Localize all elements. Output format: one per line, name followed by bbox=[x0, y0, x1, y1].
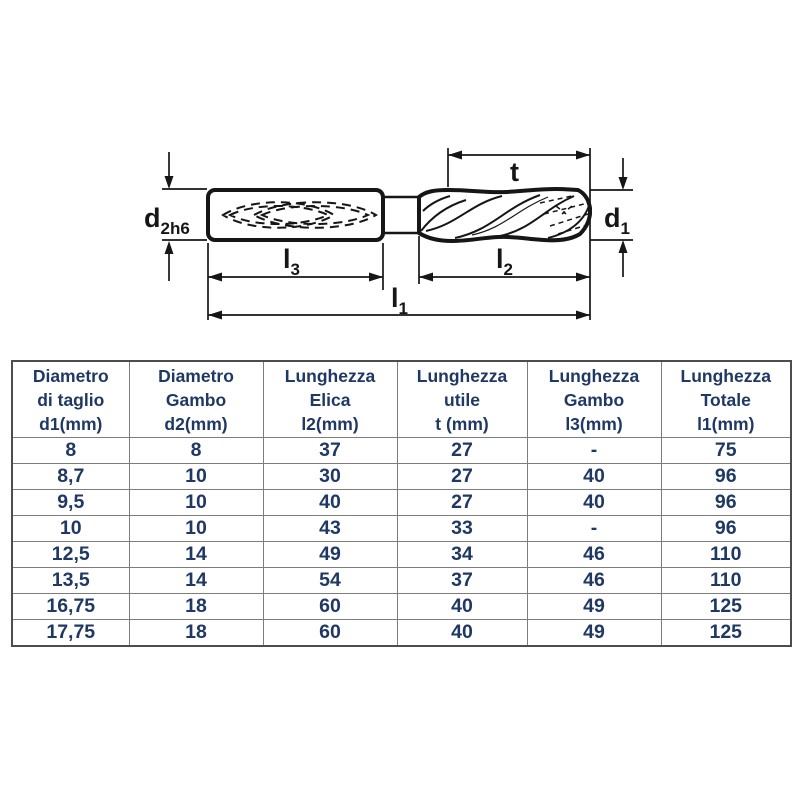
table-cell: 96 bbox=[660, 515, 792, 542]
table-row: 17,75 18 60 40 49 125 bbox=[11, 619, 792, 647]
table-cell: 33 bbox=[396, 515, 528, 542]
dim-label-t: t bbox=[510, 157, 519, 187]
dimension-lines bbox=[162, 148, 633, 320]
tip-facet-dashes bbox=[539, 195, 591, 235]
table-cell: 75 bbox=[660, 437, 792, 464]
table-cell: 49 bbox=[526, 593, 662, 620]
table-cell: 34 bbox=[396, 541, 528, 568]
table-cell: 8 bbox=[11, 437, 130, 464]
table-cell: 10 bbox=[128, 515, 264, 542]
dim-label-l3: l3 bbox=[283, 244, 300, 279]
dim-label-d1: d1 bbox=[604, 203, 630, 238]
table-cell: 40 bbox=[526, 463, 662, 490]
table-cell: 18 bbox=[128, 593, 264, 620]
dim-label-d2h6: d2h6 bbox=[144, 203, 190, 238]
table-cell: 49 bbox=[262, 541, 398, 568]
header-cell-d2: Diametro Gambo d2(mm) bbox=[128, 360, 264, 438]
dimension-table: Diametro di taglio d1(mm) Diametro Gambo d2(… bbox=[11, 360, 792, 647]
drill-flutes bbox=[417, 187, 592, 243]
table-row: 9,5 10 40 27 40 96 bbox=[11, 489, 792, 516]
table-cell: - bbox=[526, 437, 662, 464]
table-cell: 10 bbox=[128, 489, 264, 516]
table-cell: 110 bbox=[660, 541, 792, 568]
table-cell: 18 bbox=[128, 619, 264, 647]
table-cell: 8,7 bbox=[11, 463, 130, 490]
table-cell: 40 bbox=[526, 489, 662, 516]
table-row: 8,7 10 30 27 40 96 bbox=[11, 463, 792, 490]
table-cell: 8 bbox=[128, 437, 264, 464]
table-cell: 96 bbox=[660, 489, 792, 516]
table-row: 13,5 14 54 37 46 110 bbox=[11, 567, 792, 594]
table-cell: 27 bbox=[396, 489, 528, 516]
table-cell: 125 bbox=[660, 593, 792, 620]
table-cell: 46 bbox=[526, 541, 662, 568]
table-cell: 12,5 bbox=[11, 541, 130, 568]
drill-shank bbox=[206, 188, 385, 242]
header-cell-l3: Lunghezza Gambo l3(mm) bbox=[526, 360, 662, 438]
table-cell: 96 bbox=[660, 463, 792, 490]
header-cell-l1: Lunghezza Totale l1(mm) bbox=[660, 360, 792, 438]
table-cell: 37 bbox=[396, 567, 528, 594]
table-row: 12,5 14 49 34 46 110 bbox=[11, 541, 792, 568]
header-row: Diametro di taglio d1(mm) Diametro Gambo d2(… bbox=[11, 360, 792, 438]
table-cell: 43 bbox=[262, 515, 398, 542]
table-cell: 14 bbox=[128, 567, 264, 594]
table-cell: 125 bbox=[660, 619, 792, 647]
table-row: 8 8 37 27-75 bbox=[11, 437, 792, 464]
table-cell: 10 bbox=[11, 515, 130, 542]
table-cell: 110 bbox=[660, 567, 792, 594]
table-cell: - bbox=[526, 515, 662, 542]
header-cell-t: Lunghezza utile t (mm) bbox=[396, 360, 528, 438]
table-cell: 14 bbox=[128, 541, 264, 568]
table-cell: 40 bbox=[396, 593, 528, 620]
coolant-channel-dashes bbox=[221, 201, 378, 229]
drill-neck bbox=[383, 195, 419, 235]
dimension-arrowheads bbox=[164, 150, 628, 320]
table-cell: 40 bbox=[396, 619, 528, 647]
table-cell: 27 bbox=[396, 437, 528, 464]
table-cell: 46 bbox=[526, 567, 662, 594]
header-cell-l2: Lunghezza Elica l2(mm) bbox=[262, 360, 398, 438]
table-cell: 40 bbox=[262, 489, 398, 516]
dim-label-l2: l2 bbox=[496, 244, 513, 279]
table-cell: 17,75 bbox=[11, 619, 130, 647]
table-cell: 49 bbox=[526, 619, 662, 647]
table-cell: 54 bbox=[262, 567, 398, 594]
table-row: 16,75 18 60 40 49 125 bbox=[11, 593, 792, 620]
table-cell: 27 bbox=[396, 463, 528, 490]
dim-label-l1: l1 bbox=[391, 283, 408, 318]
table-cell: 60 bbox=[262, 619, 398, 647]
flute-helix-lines bbox=[420, 194, 591, 239]
table-row: 10 10 43 33-96 bbox=[11, 515, 792, 542]
table-cell: 16,75 bbox=[11, 593, 130, 620]
drill-technical-drawing: d2h6 t d1 l3 l2 l1 bbox=[144, 148, 633, 320]
table-cell: 60 bbox=[262, 593, 398, 620]
table-cell: 37 bbox=[262, 437, 398, 464]
header-cell-d1: Diametro di taglio d1(mm) bbox=[11, 360, 130, 438]
table-cell: 13,5 bbox=[11, 567, 130, 594]
table-cell: 30 bbox=[262, 463, 398, 490]
table-cell: 10 bbox=[128, 463, 264, 490]
table-cell: 9,5 bbox=[11, 489, 130, 516]
